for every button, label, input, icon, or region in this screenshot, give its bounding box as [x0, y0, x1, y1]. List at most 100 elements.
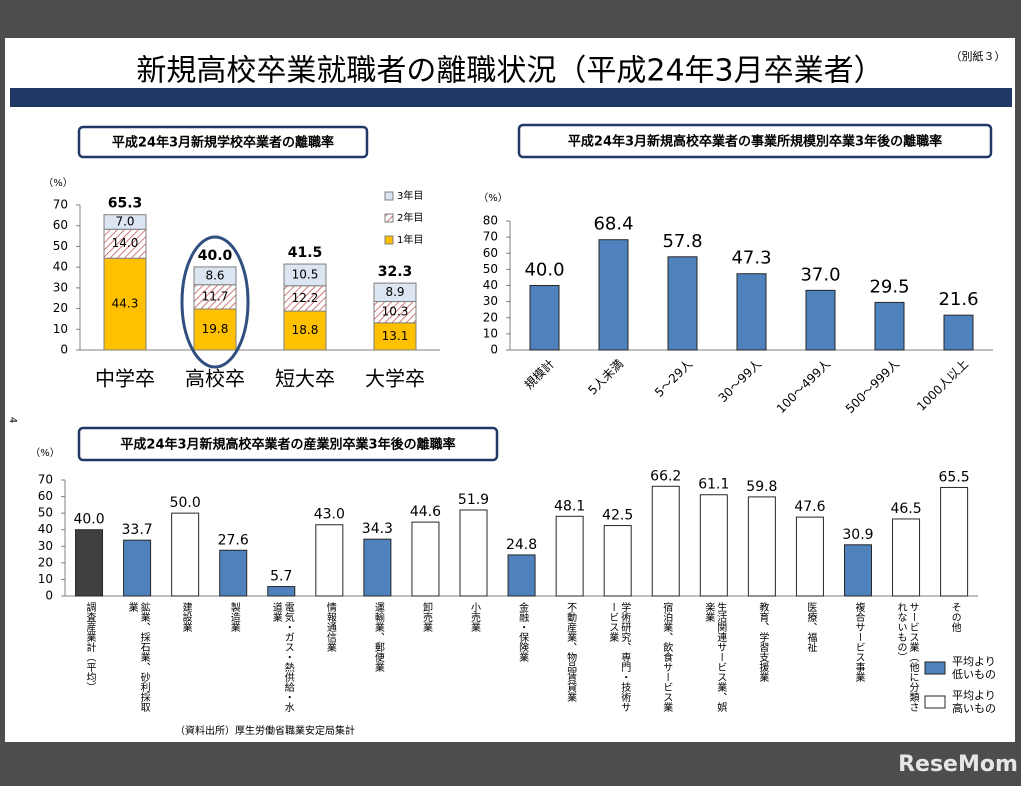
y-axis-label: （%）: [478, 192, 508, 204]
y-tick-label: 10: [38, 572, 53, 586]
x-tick-label: 情報通信業: [324, 602, 336, 652]
legend-swatch: [384, 235, 394, 245]
y-tick-label: 40: [38, 522, 53, 536]
legend-swatch: [924, 661, 946, 675]
y-tick-label: 10: [483, 326, 498, 340]
y-tick-label: 60: [53, 218, 68, 232]
x-tick-label-box: その他: [949, 602, 961, 632]
x-tick-label: 医療、福祉: [804, 602, 816, 652]
y-tick-label: 0: [490, 343, 498, 357]
value-label: 12.2: [292, 291, 319, 305]
legend-swatch: [924, 695, 946, 709]
value-label: 18.8: [292, 323, 319, 337]
value-label: 34.3: [362, 521, 393, 537]
chart-title: 平成24年3月新規高校卒業者の事業所規模別卒業3年後の離職率: [568, 134, 942, 150]
value-label: 33.7: [122, 522, 153, 538]
value-label: 57.8: [662, 231, 702, 252]
y-tick-label: 50: [38, 506, 53, 520]
x-tick-label: 中学卒: [95, 367, 155, 391]
bar: [267, 586, 296, 597]
x-tick-label: 大学卒: [365, 367, 425, 391]
x-tick-label: 運輸業、郵便業: [372, 602, 384, 672]
legend-label-box: 平均より高いもの: [952, 689, 996, 715]
x-tick-label: 鉱業、採石業、砂利採取業: [126, 602, 150, 712]
bar: [315, 524, 344, 597]
legend-swatch: [384, 191, 394, 201]
legend-label-box: 平均より低いもの: [952, 655, 996, 681]
bar-segment: [193, 308, 237, 351]
x-tick-label-box: 鉱業、採石業、砂利採取業: [126, 602, 150, 712]
chart-title-box: [77, 125, 369, 159]
bar: [123, 539, 152, 597]
bar: [943, 314, 974, 351]
x-tick-label: 学術研究、専門・技術サービス業: [606, 602, 630, 712]
y-tick-label: 50: [53, 239, 68, 253]
bar: [699, 494, 728, 597]
x-tick-label: 教育、学習支援業: [756, 602, 768, 682]
x-tick-label-box: 金融・保険業: [517, 602, 528, 662]
y-tick-label: 20: [483, 310, 498, 324]
note: （別紙３）: [951, 49, 1006, 63]
y-tick-label: 70: [38, 473, 53, 487]
value-label: 8.6: [205, 268, 224, 282]
bar-segment: [283, 285, 327, 312]
value-label: 37.0: [800, 264, 840, 285]
x-tick-label: 高校卒: [185, 367, 245, 391]
y-tick-label: 40: [53, 260, 68, 274]
bar: [363, 538, 392, 597]
x-tick-label: 電気・ガス・熱供給・水道業: [270, 602, 294, 712]
value-label: 50.0: [170, 495, 201, 511]
total-label: 41.5: [288, 245, 323, 261]
bar: [940, 486, 969, 597]
bar: [603, 525, 632, 597]
x-tick-label: 複合サービス事業: [852, 602, 864, 682]
bar: [598, 239, 629, 351]
x-tick-label-box: 宿泊業、飲食サービス業: [661, 602, 672, 712]
y-tick-label: 0: [60, 343, 68, 357]
bar: [219, 549, 248, 597]
source: （資料出所）厚生労働省職業安定局集計: [175, 724, 355, 737]
y-tick-label: 30: [483, 294, 498, 308]
value-label: 40.0: [73, 512, 104, 528]
bar: [843, 544, 872, 597]
watermark: ReseMom: [898, 752, 1018, 777]
value-label: 42.5: [602, 508, 633, 524]
y-tick-label: 60: [483, 246, 498, 260]
legend-label: 3年目: [397, 189, 423, 202]
bar-segment: [193, 266, 237, 286]
y-tick-label: 50: [483, 262, 498, 276]
y-tick-label: 30: [53, 280, 68, 294]
x-tick-label-box: 建設業: [180, 602, 192, 632]
value-label: 5.7: [270, 569, 292, 585]
value-label: 24.8: [506, 537, 537, 553]
bar-segment: [283, 263, 327, 287]
chart-title: 平成24年3月新規高校卒業者の産業別卒業3年後の離職率: [120, 437, 455, 453]
x-tick-label: 短大卒: [275, 367, 335, 391]
value-label: 40.0: [524, 260, 564, 281]
bar: [459, 509, 488, 597]
value-label: 44.6: [410, 504, 441, 520]
value-label: 13.1: [382, 329, 409, 343]
legend-swatch: [384, 213, 394, 223]
chart-title: 平成24年3月新規学校卒業者の離職率: [112, 135, 334, 151]
legend-label: 平均より高いもの: [952, 689, 996, 715]
x-tick-label-box: 不動産業、物品賃貸業: [565, 602, 576, 702]
x-tick-label-box: 学術研究、専門・技術サービス業: [606, 602, 630, 712]
bar: [171, 512, 200, 597]
x-tick-label: 製造業: [228, 602, 240, 632]
x-tick-label-box: 製造業: [228, 602, 240, 632]
y-tick-label: 10: [53, 322, 68, 336]
y-tick-label: 0: [45, 589, 53, 603]
x-tick-label: その他: [949, 602, 961, 632]
x-tick-label-box: 教育、学習支援業: [756, 602, 768, 682]
title-bar: [10, 88, 1012, 107]
x-tick-label: 建設業: [180, 602, 192, 632]
y-tick-label: 80: [483, 214, 498, 228]
x-tick-label-box: 調査産業計（平均）: [84, 602, 95, 692]
bar: [529, 285, 560, 351]
x-tick-label: 卸売業: [420, 602, 432, 632]
value-label: 61.1: [698, 477, 729, 493]
bar-segment: [373, 322, 417, 351]
bar-segment: [103, 214, 147, 230]
y-tick-label: 70: [483, 230, 498, 244]
